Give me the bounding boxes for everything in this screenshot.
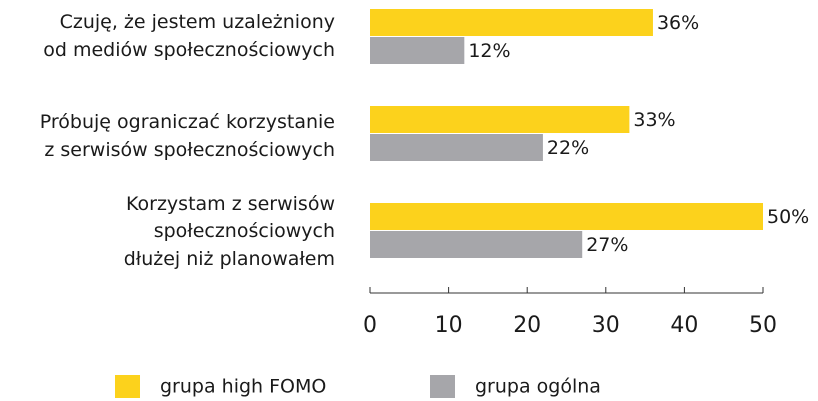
x-tick-label: 10 [435, 313, 463, 338]
value-label: 27% [586, 234, 628, 256]
value-label: 22% [547, 137, 589, 159]
x-tick-label: 30 [592, 313, 620, 338]
legend-label: grupa high FOMO [160, 376, 326, 398]
value-label: 50% [767, 206, 809, 228]
bar [370, 37, 465, 64]
legend-swatch [115, 375, 140, 398]
bar [370, 231, 583, 258]
bar [370, 106, 630, 133]
value-label: 33% [633, 109, 675, 131]
legend-swatch [430, 375, 455, 398]
bar [370, 203, 763, 230]
x-tick-label: 50 [749, 313, 777, 338]
bar [370, 134, 543, 161]
x-tick-label: 40 [670, 313, 698, 338]
value-label: 36% [657, 12, 699, 34]
category-label: Korzystam z serwisów społecznościowych dłu… [124, 193, 335, 270]
value-label: 12% [468, 40, 510, 62]
x-tick-label: 20 [513, 313, 541, 338]
category-label: Czuję, że jestem uzależniony od mediów sp… [43, 11, 335, 61]
legend-label: grupa ogólna [475, 376, 601, 398]
x-tick-label: 0 [363, 313, 377, 338]
category-label: Próbuję ograniczać korzystanie z serwisów… [40, 111, 335, 161]
bar [370, 9, 653, 36]
